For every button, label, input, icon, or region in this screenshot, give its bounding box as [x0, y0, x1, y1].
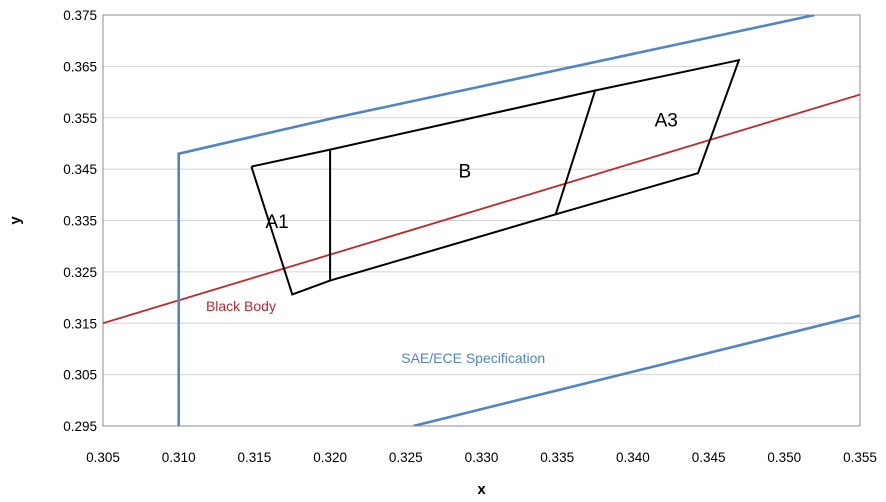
x-axis-title: x: [477, 481, 486, 498]
y-tick-label: 0.365: [63, 59, 97, 74]
sae-ece-specification-line-2: [413, 314, 860, 426]
x-tick-label: 0.315: [238, 450, 272, 465]
x-tick-label: 0.340: [616, 450, 650, 465]
x-tick-label: 0.330: [465, 450, 499, 465]
x-tick-label: 0.350: [767, 450, 801, 465]
a3-line: [555, 58, 741, 216]
y-tick-label: 0.375: [63, 8, 97, 23]
y-tick-label: 0.305: [63, 368, 97, 383]
black-body-line: [103, 93, 860, 325]
x-tick-label: 0.310: [162, 450, 196, 465]
a1-line: [250, 148, 332, 296]
x-tick-label: 0.305: [86, 450, 120, 465]
a1-label: A1: [265, 212, 288, 233]
y-tick-label: 0.335: [63, 214, 97, 229]
sae-ece-specification-label: SAE/ECE Specification: [401, 350, 545, 366]
x-axis-ticks: 0.305 0.310 0.315 0.320 0.325 0.330 0.335 0.340…: [86, 450, 877, 465]
y-tick-label: 0.325: [63, 265, 97, 280]
x-tick-label: 0.325: [389, 450, 423, 465]
plot-area: [102, 14, 861, 427]
x-tick-label: 0.355: [843, 450, 877, 465]
x-tick-label: 0.345: [692, 450, 726, 465]
x-tick-label: 0.335: [540, 450, 574, 465]
y-tick-label: 0.295: [63, 419, 97, 434]
y-tick-label: 0.315: [63, 316, 97, 331]
annotations: A1 B A3 Black Body SAE/ECE Specification: [206, 110, 678, 365]
a3-label: A3: [655, 110, 678, 131]
sae-ece-specification-line-1: [177, 15, 815, 426]
y-axis-ticks: 0.295 0.305 0.315 0.325 0.335 0.345 0.355 0.365…: [63, 8, 97, 434]
y-tick-label: 0.345: [63, 162, 97, 177]
b-line: [329, 89, 597, 282]
b-label: B: [459, 161, 472, 182]
black-body-label: Black Body: [206, 298, 276, 314]
series-layer: [103, 15, 860, 426]
x-tick-label: 0.320: [313, 450, 347, 465]
y-axis-title: y: [7, 216, 24, 225]
y-tick-label: 0.355: [63, 111, 97, 126]
